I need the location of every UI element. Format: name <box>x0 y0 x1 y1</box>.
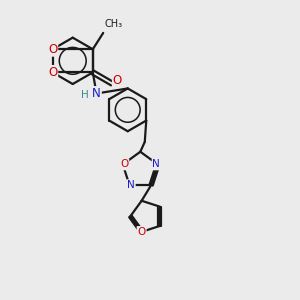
Text: O: O <box>48 66 57 79</box>
Text: N: N <box>127 180 135 190</box>
Text: H: H <box>81 90 89 100</box>
Text: N: N <box>152 160 160 170</box>
Text: O: O <box>113 74 122 87</box>
Text: O: O <box>48 43 57 56</box>
Text: N: N <box>92 87 101 100</box>
Text: O: O <box>137 227 146 237</box>
Text: CH₃: CH₃ <box>105 19 123 29</box>
Text: O: O <box>120 160 128 170</box>
